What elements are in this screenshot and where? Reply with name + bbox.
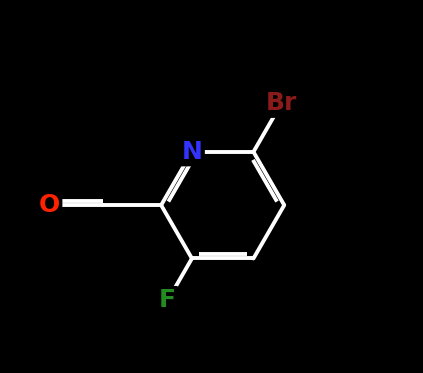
Text: F: F [159, 288, 176, 313]
Text: Br: Br [266, 91, 297, 115]
Text: N: N [181, 140, 202, 164]
Text: O: O [38, 193, 60, 217]
